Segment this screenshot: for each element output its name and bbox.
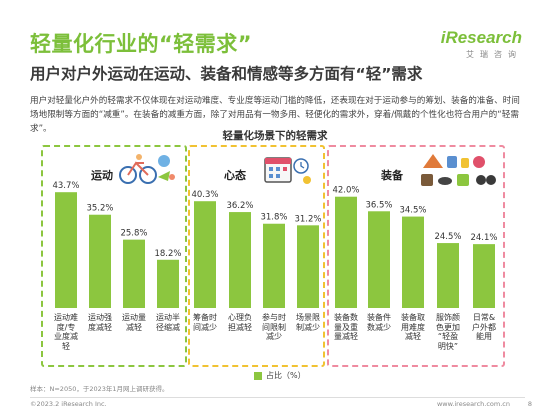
bar-value-label-1: 35.2%: [86, 204, 113, 214]
bar-4: [194, 201, 216, 308]
footer-divider: [30, 397, 525, 398]
category-label-11: 服饰颜 色更加 “轻盈 明快”: [436, 313, 460, 351]
legend-label: 占比（%）: [266, 371, 306, 380]
page-subtitle: 用户对户外运动在运动、装备和情感等多方面有“轻”需求: [30, 65, 423, 83]
category-label-6: 参与时 间限制 减少: [262, 313, 286, 342]
logo-subtext: 艾瑞咨询: [466, 50, 522, 59]
category-label-10: 装备取 用难度 减轻: [401, 313, 425, 342]
intro-paragraph: 用户对轻量化户外的轻需求不仅体现在对运动难度、专业度等运动门槛的降低，还表现在对…: [30, 96, 520, 134]
bar-10: [402, 216, 424, 308]
cycling-sport-icon: [118, 151, 178, 189]
chart-title: 轻量化场景下的轻需求: [222, 130, 328, 142]
bar-7: [297, 225, 319, 308]
bar-value-label-9: 36.5%: [365, 200, 392, 210]
category-label-2: 运动量 减轻: [122, 313, 146, 332]
bar-11: [437, 243, 459, 308]
category-label-8: 装备数 量及重 量减轻: [334, 313, 358, 342]
bar-value-label-7: 31.2%: [294, 214, 321, 224]
group-label-mindset: 心态: [224, 169, 246, 182]
group-label-sport: 运动: [91, 169, 113, 182]
category-label-1: 运动强 度减轻: [88, 313, 112, 332]
bar-2: [123, 239, 145, 308]
logo-text: iResearch: [440, 28, 522, 47]
bar-value-label-3: 18.2%: [154, 249, 181, 259]
bar-value-label-12: 24.1%: [470, 233, 497, 243]
category-label-12: 日常& 户外都 能用: [472, 313, 496, 342]
bar-value-label-8: 42.0%: [332, 186, 359, 196]
page-number: 8: [527, 400, 532, 408]
bar-1: [89, 214, 111, 308]
bar-0: [55, 192, 77, 308]
category-label-9: 装备件 数减少: [367, 313, 391, 332]
bar-5: [229, 212, 251, 308]
bar-6: [263, 223, 285, 308]
bar-value-label-10: 34.5%: [399, 206, 426, 216]
bar-value-label-11: 24.5%: [434, 232, 461, 242]
bar-3: [157, 259, 179, 308]
footer-copyright: ©2023.2 iResearch Inc.: [30, 400, 107, 408]
bar-value-label-5: 36.2%: [226, 201, 253, 211]
category-label-5: 心理负 担减轻: [228, 313, 252, 332]
iresearch-logo: iResearch 艾瑞咨询: [441, 28, 522, 60]
bar-value-label-4: 40.3%: [191, 190, 218, 200]
bar-value-label-2: 25.8%: [120, 229, 147, 239]
category-label-7: 场景限 制减少: [296, 313, 320, 332]
chart-legend: 占比（%）: [254, 370, 306, 381]
group-box-gear: [327, 145, 505, 367]
bar-8: [335, 196, 357, 308]
bar-value-label-6: 31.8%: [260, 213, 287, 223]
bar-value-label-0: 43.7%: [52, 181, 79, 191]
bar-12: [473, 244, 495, 308]
calendar-clock-icon: [257, 152, 315, 190]
category-label-4: 筹备时 间减少: [193, 313, 217, 332]
group-label-gear: 装备: [381, 169, 403, 182]
sample-note: 样本：N=2050，于2023年1月网上调研获得。: [30, 385, 169, 393]
page-title: 轻量化行业的“轻需求”: [30, 32, 253, 56]
category-label-3: 运动半 径缩减: [156, 313, 180, 332]
footer-website: www.iresearch.com.cn: [436, 400, 510, 408]
legend-swatch: [254, 371, 262, 380]
category-label-0: 运动难 度/专 业度减轻: [54, 313, 78, 351]
group-box-sport: [41, 145, 187, 367]
camping-gear-icon: [417, 150, 497, 194]
group-box-mindset: [188, 145, 325, 367]
bar-9: [368, 211, 390, 308]
